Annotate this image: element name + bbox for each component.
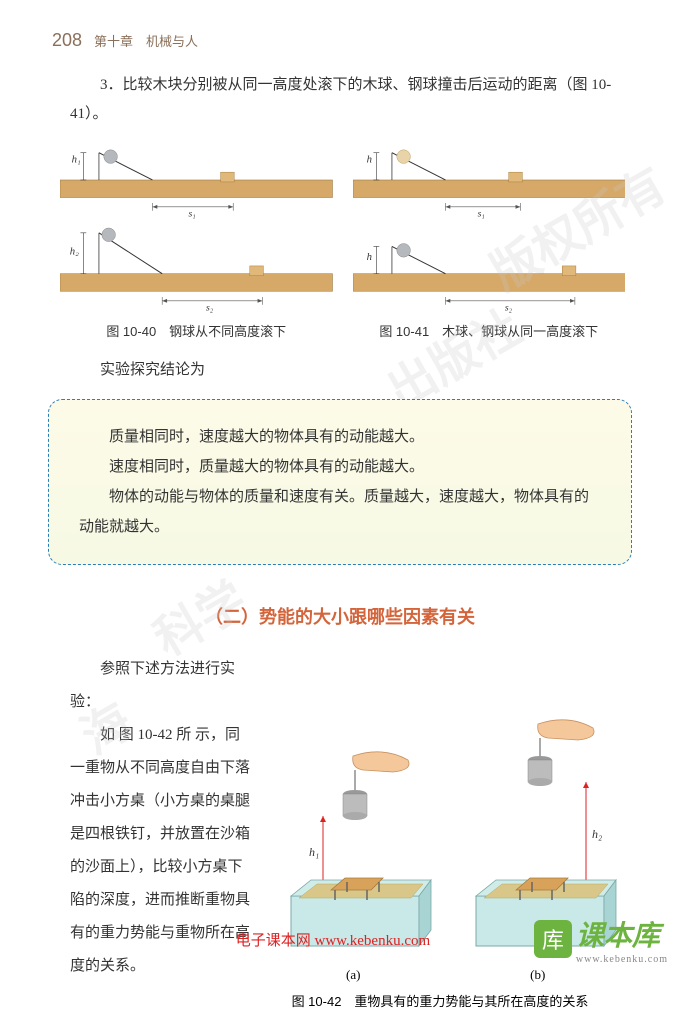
svg-text:h₁: h₁ — [309, 845, 319, 859]
page-number: 208 — [52, 30, 82, 51]
svg-text:s₁: s₁ — [188, 209, 195, 219]
summary-line-1: 质量相同时，速度越大的物体具有的动能越大。 — [79, 422, 601, 452]
figures-row-1: h₁ s₁ h₂ — [0, 138, 680, 340]
distance-marker-1: s₁ — [60, 201, 333, 219]
figure-10-41: h s₁ h — [353, 143, 626, 340]
svg-text:h: h — [366, 251, 371, 263]
section-2-title: （二）势能的大小跟哪些因素有关 — [0, 603, 680, 629]
distance-marker-3: s₁ — [353, 201, 626, 219]
footer-label: 电子课本网 — [236, 933, 311, 949]
svg-text:h₂: h₂ — [70, 245, 79, 257]
page-header: 208 第十章 机械与人 — [0, 0, 680, 51]
ramp-diagram-4: h — [353, 227, 626, 295]
logo-text: 课本库 — [576, 914, 668, 954]
svg-text:h₂: h₂ — [592, 827, 602, 841]
ramp-diagram-3: h — [353, 143, 626, 201]
logo-icon: 库 — [534, 920, 572, 958]
figure-10-40: h₁ s₁ h₂ — [60, 143, 333, 340]
conclusion-label: 实验探究结论为 — [0, 340, 680, 389]
page-footer: 电子课本网 www.kebenku.com 库 课本库 www.kebenku.… — [0, 915, 680, 963]
ramp-diagram-1: h₁ — [60, 143, 333, 201]
footer-text: 电子课本网 www.kebenku.com — [236, 929, 430, 950]
figure-10-40-caption: 图 10-40 钢球从不同高度滚下 — [60, 321, 333, 340]
footer-url: www.kebenku.com — [314, 933, 430, 949]
ramp-diagram-2: h₂ — [60, 227, 333, 295]
fig-b-label: (b) — [451, 967, 626, 983]
intro-paragraph: 3．比较木块分别被从同一高度处滚下的木球、钢球撞击后运动的距离（图 10-41）… — [70, 71, 625, 128]
summary-line-2: 速度相同时，质量越大的物体具有的动能越大。 — [79, 452, 601, 482]
figure-10-41-caption: 图 10-41 木球、钢球从同一高度滚下 — [353, 321, 626, 340]
summary-line-3: 物体的动能与物体的质量和速度有关。质量越大，速度越大，物体具有的动能就越大。 — [79, 482, 601, 542]
chapter-label: 第十章 机械与人 — [94, 31, 198, 50]
summary-box: 质量相同时，速度越大的物体具有的动能越大。 速度相同时，质量越大的物体具有的动能… — [48, 399, 632, 565]
svg-text:h: h — [366, 153, 371, 165]
svg-text:s₂: s₂ — [504, 303, 512, 313]
distance-marker-4: s₂ — [353, 295, 626, 313]
figure-10-42-caption: 图 10-42 重物具有的重力势能与其所在高度的关系 — [0, 991, 680, 1010]
footer-logo: 库 课本库 www.kebenku.com — [534, 914, 668, 965]
svg-text:h₁: h₁ — [72, 153, 81, 165]
svg-text:s₂: s₂ — [206, 303, 214, 313]
fig-a-label: (a) — [266, 967, 441, 983]
distance-marker-2: s₂ — [60, 295, 333, 313]
svg-text:s₁: s₁ — [477, 209, 484, 219]
